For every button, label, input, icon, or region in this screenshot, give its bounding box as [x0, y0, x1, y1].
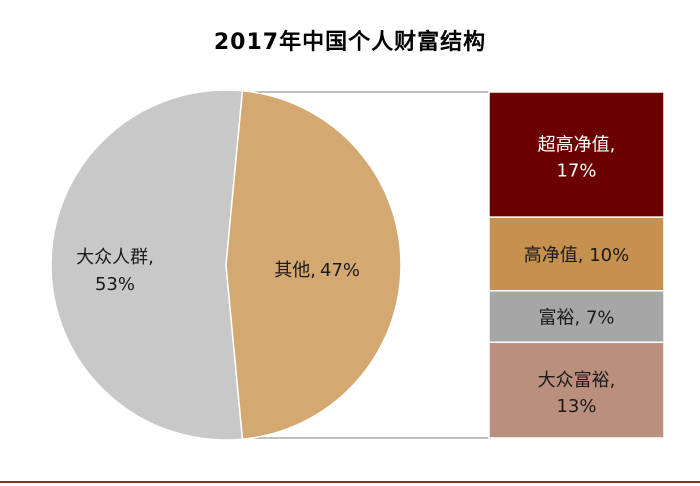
pie-pct-mass: 53% — [95, 274, 135, 295]
bar-segment-mass-affluent — [488, 341, 665, 439]
chart-title: 2017年中国个人财富结构 — [213, 30, 487, 55]
bar-pct-mass-affluent: 13% — [556, 396, 596, 417]
pie-slice-other — [225, 89, 402, 441]
bar-segment-affluent — [488, 290, 665, 344]
bar-label-ultra-high-net-worth: 超高净值, — [538, 135, 616, 156]
bar-segment-ultra-high-net-worth — [488, 91, 665, 218]
bottom-rule — [0, 481, 700, 483]
bar-label-affluent: 富裕, 7% — [539, 308, 615, 329]
pie-slice-mass — [50, 89, 244, 441]
bar-label-mass-affluent: 大众富裕, — [538, 370, 616, 391]
bar-label-high-net-worth: 高净值, 10% — [524, 245, 629, 266]
pie-label-mass: 大众人群, — [76, 247, 154, 268]
bar-pct-ultra-high-net-worth: 17% — [556, 161, 596, 182]
pie-label-other: 其他, — [274, 260, 316, 281]
bar-segment-high-net-worth — [488, 216, 665, 292]
pie-pct-other: 47% — [320, 260, 360, 281]
